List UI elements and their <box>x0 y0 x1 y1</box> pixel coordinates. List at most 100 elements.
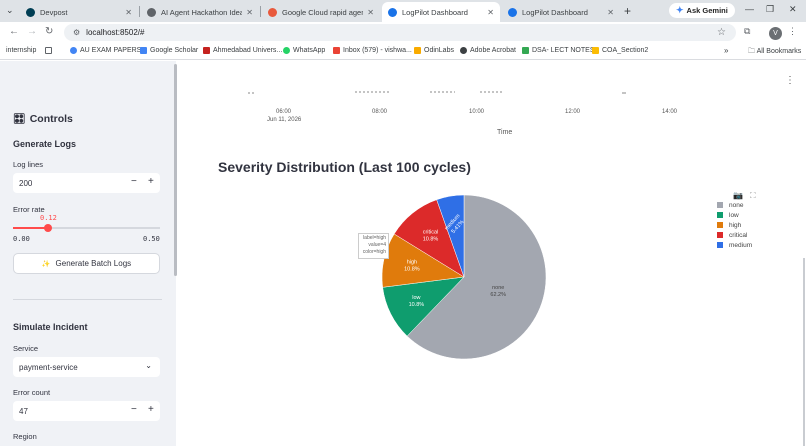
tab-google-cloud[interactable]: Google Cloud rapid agent ha ✕ <box>262 2 380 22</box>
tab-devpost[interactable]: Devpost ✕ <box>20 2 138 22</box>
fullscreen-icon[interactable]: ⛶ <box>750 191 756 200</box>
browser-tab-bar: ⌄ Devpost ✕ AI Agent Hackathon Ideas ✕ G… <box>0 0 806 22</box>
legend-swatch <box>717 202 723 208</box>
legend-item-low[interactable]: low <box>717 210 752 220</box>
app-menu-icon[interactable]: ⋮ <box>785 75 795 86</box>
ask-gemini-button[interactable]: ✦ Ask Gemini <box>669 3 735 18</box>
chart-title: Severity Distribution (Last 100 cycles) <box>218 159 471 175</box>
timeline-partial-lines <box>248 91 626 94</box>
devpost-favicon-icon <box>268 7 277 17</box>
service-label: Service <box>13 344 39 353</box>
severity-pie-chart[interactable]: none 62.2%low 10.8%high 10.8%critical 10.8%m… <box>380 192 550 362</box>
bookmarks-bar: internship AU EXAM PAPERS Google Scholar… <box>0 44 806 60</box>
profile-avatar[interactable]: V <box>769 27 782 40</box>
close-icon[interactable]: ✕ <box>246 7 253 17</box>
pie-legend: none low high critical medium <box>717 200 752 250</box>
all-bookmarks[interactable]: 🗀 All Bookmarks <box>748 47 801 58</box>
extensions-icon[interactable]: ⧉ <box>744 26 751 36</box>
acrobat-icon <box>460 47 467 54</box>
camera-icon[interactable]: 📷 <box>733 191 743 200</box>
tab-ai-agent-ideas[interactable]: AI Agent Hackathon Ideas ✕ <box>141 2 259 22</box>
bookmark-internship[interactable]: internship <box>6 47 36 54</box>
increment-button[interactable]: + <box>148 404 154 415</box>
bookmark-dsa-notes[interactable]: DSA- LECT NOTES <box>522 47 595 54</box>
tooltip-line: value=4 <box>368 242 386 248</box>
close-icon[interactable]: ✕ <box>487 7 494 17</box>
legend-item-high[interactable]: high <box>717 220 752 230</box>
folder-icon: 🗀 <box>748 48 755 55</box>
main-scrollbar[interactable] <box>803 258 805 446</box>
service-select[interactable]: payment-service ⌄ <box>13 357 160 377</box>
maximize-icon[interactable]: ❐ <box>766 4 775 14</box>
tab-label: Devpost <box>40 7 68 17</box>
bookmark-whatsapp[interactable]: WhatsApp <box>283 47 325 54</box>
error-count-input[interactable]: 47 − + <box>13 401 160 421</box>
pie-slice-medium[interactable] <box>436 194 465 278</box>
bookmark-au-exam-papers[interactable]: AU EXAM PAPERS <box>70 47 141 54</box>
legend-swatch <box>717 242 723 248</box>
legend-swatch <box>717 222 723 228</box>
log-lines-input[interactable]: 200 − + <box>13 173 160 193</box>
tooltip-line: label=high <box>363 235 386 241</box>
bookmark-apps[interactable] <box>45 47 55 54</box>
pie-slice-label: high 10.8% <box>404 260 420 273</box>
pie-slice-label: critical 10.8% <box>423 230 439 243</box>
bookmark-label: internship <box>6 47 37 54</box>
bookmark-star-icon[interactable]: ☆ <box>717 27 726 38</box>
tab-logpilot-active[interactable]: LogPilot Dashboard ✕ <box>382 2 500 22</box>
legend-item-medium[interactable]: medium <box>717 240 752 250</box>
new-tab-button[interactable]: + <box>624 4 632 18</box>
site-info-icon[interactable]: ⚙ <box>73 28 81 37</box>
address-bar[interactable]: ⚙ localhost:8502/# ☆ <box>64 24 736 41</box>
bookmark-label: AU EXAM PAPERS <box>80 47 142 54</box>
legend-swatch <box>717 212 723 218</box>
minimize-icon[interactable]: — <box>745 4 754 14</box>
apps-grid-icon <box>45 47 52 54</box>
timeline-tick: 06:00 <box>276 109 292 115</box>
scholar-icon <box>140 47 147 54</box>
legend-label: medium <box>729 241 753 249</box>
tab-label: Google Cloud rapid agent ha <box>282 7 363 17</box>
legend-label: high <box>729 221 742 229</box>
legend-item-critical[interactable]: critical <box>717 230 752 240</box>
legend-label: low <box>729 211 739 219</box>
generate-batch-logs-label: Generate Batch Logs <box>55 259 132 268</box>
bookmark-adobe-acrobat[interactable]: Adobe Acrobat <box>460 47 516 54</box>
decrement-button[interactable]: − <box>131 404 137 415</box>
error-rate-slider-fill <box>13 227 48 229</box>
legend-item-none[interactable]: none <box>717 200 752 210</box>
error-rate-slider-track[interactable] <box>13 227 160 229</box>
bookmark-google-scholar[interactable]: Google Scholar <box>140 47 198 54</box>
error-rate-slider-thumb[interactable] <box>44 224 52 232</box>
drive-icon <box>522 47 529 54</box>
close-icon[interactable]: ✕ <box>367 7 374 17</box>
close-icon[interactable]: ✕ <box>607 7 614 17</box>
close-icon[interactable]: ✕ <box>125 7 132 17</box>
error-rate-value: 0.12 <box>40 214 57 222</box>
tab-search-icon[interactable]: ⌄ <box>6 5 14 15</box>
google-icon <box>70 47 77 54</box>
bookmark-inbox[interactable]: Inbox (579) - vishwa... <box>333 47 412 54</box>
increment-button[interactable]: + <box>148 176 154 187</box>
bookmark-label: COA_Section2 <box>602 47 649 54</box>
browser-menu-icon[interactable]: ⋮ <box>788 26 797 36</box>
reload-icon[interactable]: ↻ <box>45 26 54 37</box>
error-count-label: Error count <box>13 388 51 397</box>
tab-logpilot[interactable]: LogPilot Dashboard ✕ <box>502 2 620 22</box>
tab-label: LogPilot Dashboard <box>522 7 588 17</box>
window-close-icon[interactable]: ✕ <box>789 4 797 14</box>
forward-arrow-icon[interactable]: → <box>27 26 37 37</box>
gmail-icon <box>333 47 340 54</box>
globe-favicon-icon <box>508 7 517 17</box>
log-lines-label: Log lines <box>13 160 44 169</box>
tab-separator <box>260 6 261 17</box>
bookmark-odinlabs[interactable]: OdinLabs <box>414 47 454 54</box>
bookmark-ahmedabad-univ[interactable]: Ahmedabad Univers... <box>203 47 282 54</box>
bookmark-coa-section2[interactable]: COA_Section2 <box>592 47 648 54</box>
back-arrow-icon[interactable]: ← <box>9 26 19 37</box>
decrement-button[interactable]: − <box>131 176 137 187</box>
generate-batch-logs-button[interactable]: ✨ Generate Batch Logs <box>13 253 160 274</box>
bookmarks-overflow-icon[interactable]: » <box>724 46 729 55</box>
sidebar-scrollbar[interactable] <box>174 64 177 276</box>
pie-slice-none[interactable] <box>406 194 547 360</box>
